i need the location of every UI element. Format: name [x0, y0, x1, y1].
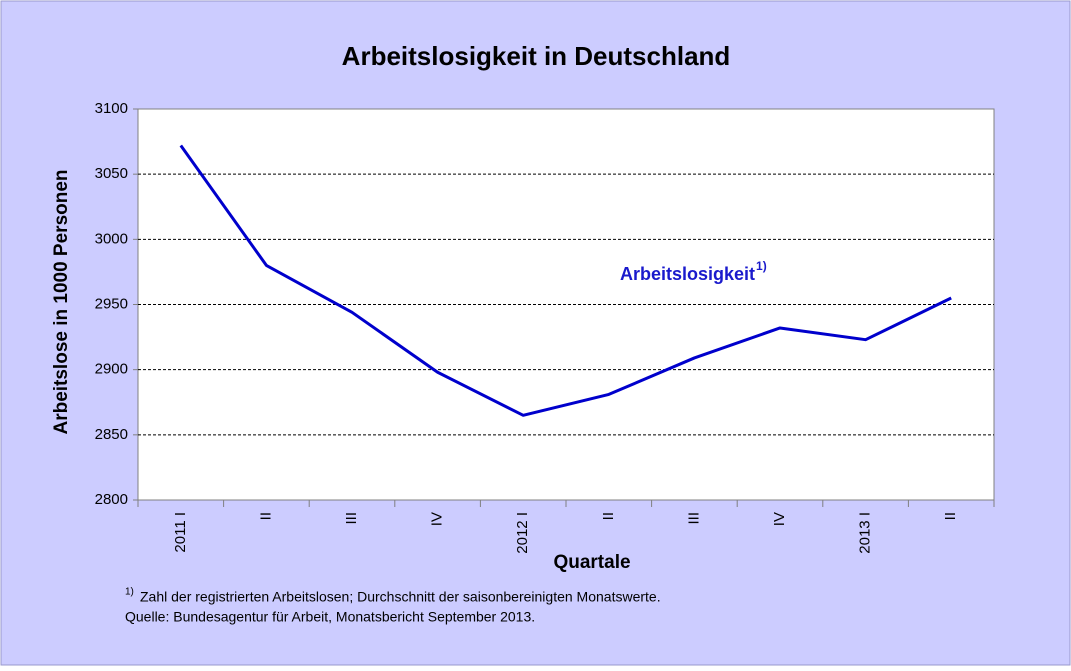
x-tick-label: III	[685, 512, 702, 525]
x-tick-label: II	[257, 512, 274, 520]
x-tick-label: 2011 I	[172, 512, 189, 553]
x-tick-label: IV	[771, 512, 788, 526]
y-tick-label: 2800	[95, 491, 128, 508]
y-tick-label: 2850	[95, 426, 128, 443]
y-tick-label: 3000	[95, 230, 128, 247]
data-line	[179, 144, 952, 417]
footnote-marker: 1)	[125, 587, 134, 598]
series-label-marker: 1)	[756, 259, 767, 273]
y-axis-label: Arbeitslose in 1000 Personen	[51, 169, 72, 434]
y-tick-label: 2950	[95, 295, 128, 312]
x-tick-label: II	[942, 512, 959, 520]
x-axis-label: Quartale	[553, 552, 630, 573]
y-tick-label: 3100	[95, 100, 128, 117]
chart-title: Arbeitslosigkeit in Deutschland	[342, 41, 731, 71]
y-tick-label: 2900	[95, 361, 128, 378]
x-tick-label: 2013 I	[857, 512, 874, 554]
series-label: Arbeitslosigkeit	[620, 264, 755, 284]
source: Quelle: Bundesagentur für Arbeit, Monats…	[125, 609, 535, 625]
x-tick-label: II	[600, 512, 617, 520]
x-tick-label: 2012 I	[514, 512, 531, 554]
x-tick-label: IV	[429, 512, 446, 526]
y-tick-label: 3050	[95, 165, 128, 182]
footnote: Zahl der registrierten Arbeitslosen; Dur…	[140, 589, 661, 605]
x-tick-label: III	[343, 512, 360, 525]
